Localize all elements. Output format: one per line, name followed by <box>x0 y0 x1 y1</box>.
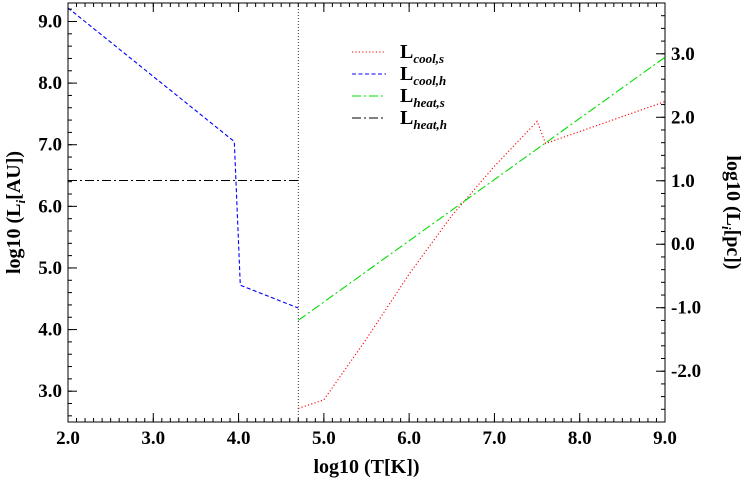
data-layer <box>67 3 666 422</box>
x-tick-label: 8.0 <box>568 428 592 449</box>
legend-label: Lheat,s <box>400 85 445 110</box>
series-line-cool-s <box>298 101 666 409</box>
x-tick-label: 9.0 <box>653 428 677 449</box>
legend-label: Lheat,h <box>400 107 447 132</box>
x-tick-label: 6.0 <box>397 428 421 449</box>
y-axis-title-right: log10 (Li[pc]) <box>719 155 744 269</box>
y-right-tick-label: -2.0 <box>671 361 701 382</box>
x-axis-title: log10 (T[K]) <box>313 456 419 478</box>
y-right-tick-label: 3.0 <box>671 44 695 65</box>
y-right-tick-label: 2.0 <box>671 107 695 128</box>
x-tick-label: 3.0 <box>141 428 165 449</box>
plot-area <box>67 2 666 423</box>
legend-label: Lcool,h <box>400 63 446 88</box>
x-tick-label: 5.0 <box>312 428 336 449</box>
tick-layer: 2.0 3.0 4.0 5.0 6.0 7.0 8.0 9.0 3.0 4.0 5.0 6.0 7.0 8… <box>38 3 701 449</box>
y-left-tick-label: 9.0 <box>38 11 62 32</box>
x-tick-label: 7.0 <box>483 428 507 449</box>
legend-label: Lcool,s <box>400 41 444 66</box>
y-left-tick-label: 4.0 <box>38 320 62 341</box>
y-left-tick-label: 3.0 <box>38 381 62 402</box>
y-right-tick-label: -1.0 <box>671 298 701 319</box>
plot-frame <box>67 2 666 423</box>
y-axis-title-left: log10 (Li[AU]) <box>3 151 28 274</box>
y-left-tick-label: 5.0 <box>38 258 62 279</box>
y-right-tick-label: 1.0 <box>671 171 695 192</box>
series-line-heat-s <box>297 56 666 321</box>
x-tick-label: 2.0 <box>56 428 80 449</box>
x-tick-label: 4.0 <box>227 428 251 449</box>
y-left-tick-label: 7.0 <box>38 135 62 156</box>
y-right-tick-label: 0.0 <box>671 234 695 255</box>
y-left-tick-label: 6.0 <box>38 196 62 217</box>
series-line-cool-h <box>67 7 299 309</box>
y-left-tick-label: 8.0 <box>38 73 62 94</box>
